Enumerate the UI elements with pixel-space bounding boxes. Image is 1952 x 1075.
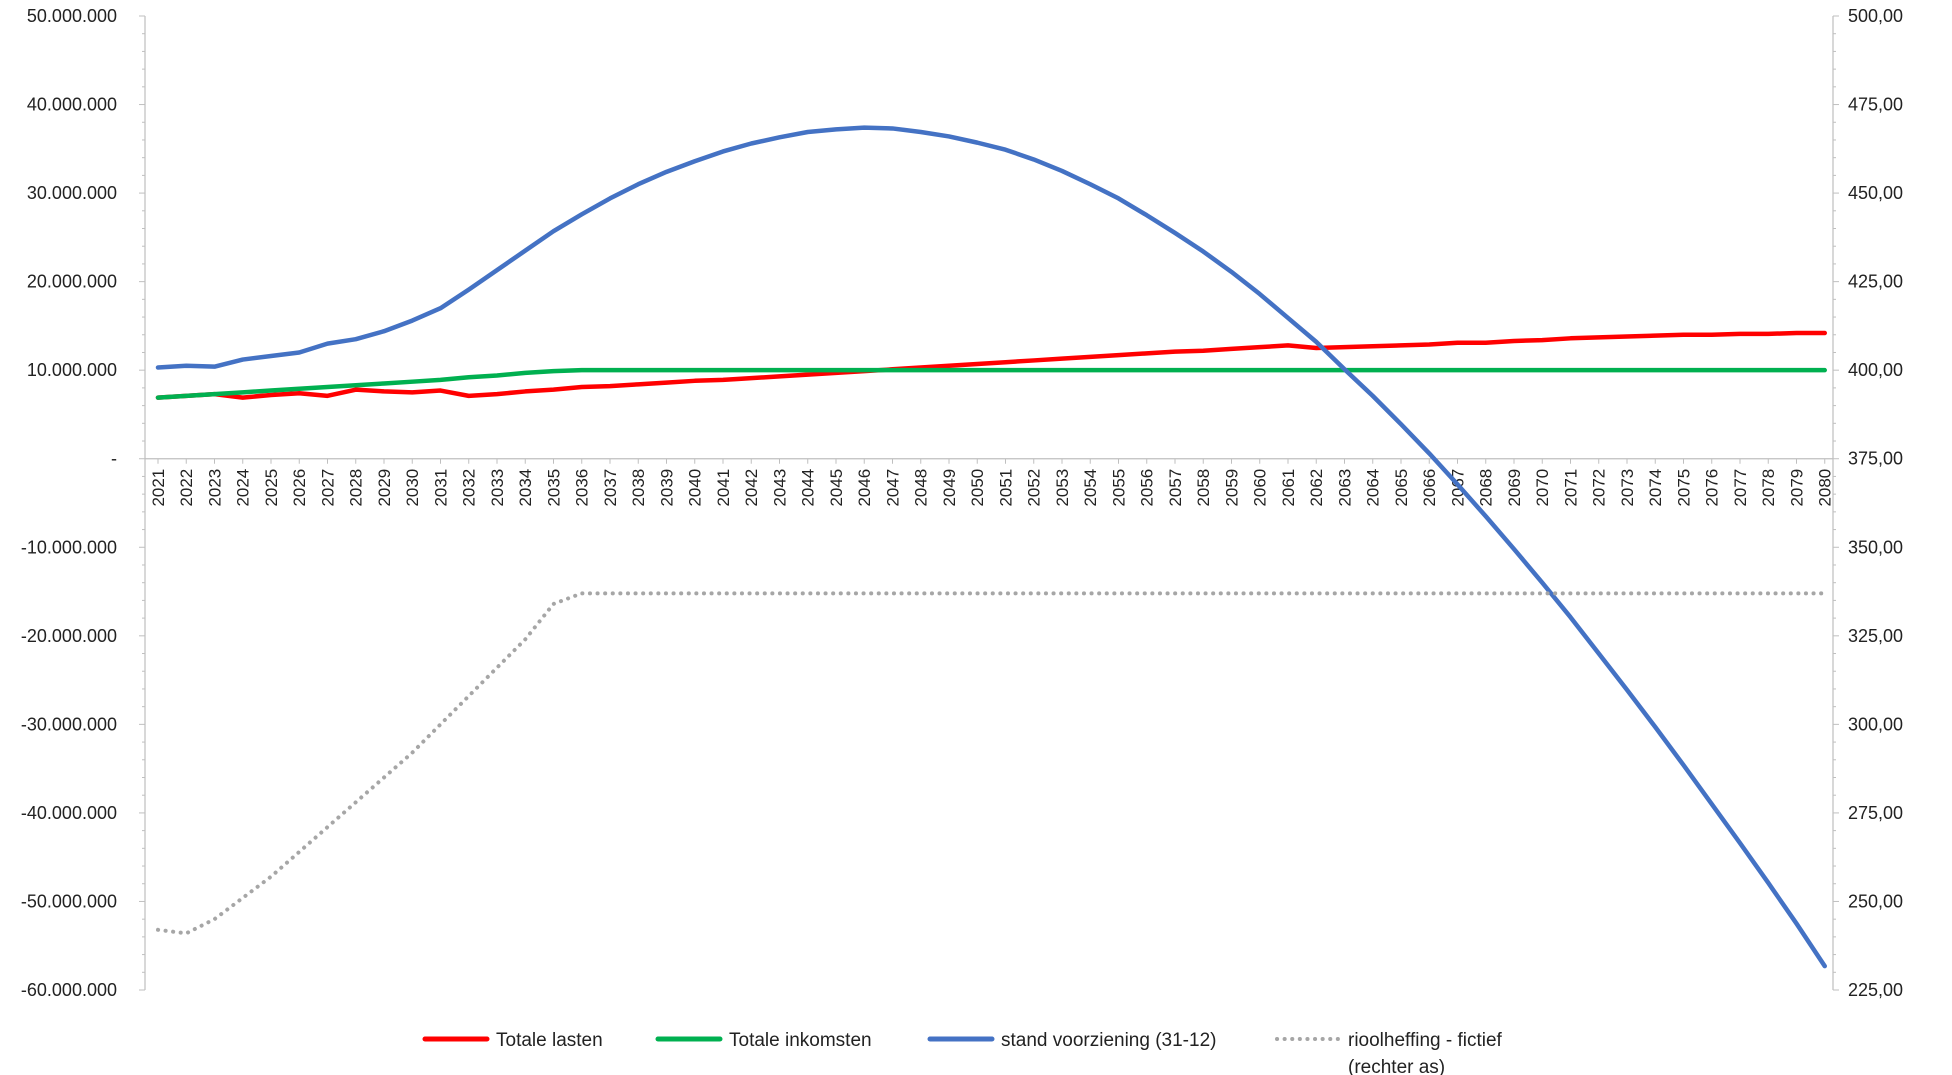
left-tick-label: 40.000.000 xyxy=(27,95,117,115)
left-tick-label: -50.000.000 xyxy=(21,891,117,911)
x-tick-label: 2038 xyxy=(629,469,648,507)
right-tick-label: 300,00 xyxy=(1848,714,1903,734)
x-tick-label: 2063 xyxy=(1336,469,1355,507)
x-tick-label: 2060 xyxy=(1251,469,1270,507)
x-tick-label: 2076 xyxy=(1703,469,1722,507)
x-tick-label: 2079 xyxy=(1788,469,1807,507)
series-line-stand-voorziening-31-12 xyxy=(155,125,1827,969)
x-tick-label: 2054 xyxy=(1081,469,1100,507)
left-tick-label: -40.000.000 xyxy=(21,803,117,823)
x-tick-label: 2028 xyxy=(347,469,366,507)
x-tick-label: 2039 xyxy=(658,469,677,507)
legend-label: Totale inkomsten xyxy=(729,1030,872,1051)
x-tick-label: 2069 xyxy=(1505,469,1524,507)
x-tick-label: 2055 xyxy=(1110,469,1129,507)
right-tick-label: 275,00 xyxy=(1848,803,1903,823)
right-tick-label: 325,00 xyxy=(1848,626,1903,646)
left-axis: 50.000.000 40.000.000 30.000.000 20.000.000… xyxy=(21,6,146,1000)
x-tick-label: 2056 xyxy=(1138,469,1157,507)
x-tick-label: 2026 xyxy=(290,469,309,507)
x-tick-label: 2040 xyxy=(686,469,705,507)
left-tick-label: 50.000.000 xyxy=(27,6,117,26)
x-tick-label: 2058 xyxy=(1194,469,1213,507)
series-line-rioolheffing-fictief-rechter-as xyxy=(156,591,1827,936)
x-tick-label: 2057 xyxy=(1166,469,1185,507)
left-tick-label: 20.000.000 xyxy=(27,272,117,292)
x-tick-label: 2029 xyxy=(375,469,394,507)
x-tick-label: 2033 xyxy=(488,469,507,507)
left-tick-label: 30.000.000 xyxy=(27,183,117,203)
left-tick-label: - xyxy=(111,449,117,469)
legend-label: stand voorziening (31-12) xyxy=(1001,1030,1216,1051)
right-axis: 500,00 475,00 450,00 425,00 400,00 375,00 350,… xyxy=(1832,6,1903,1000)
legend-label: (rechter as) xyxy=(1348,1057,1445,1075)
right-tick-label: 350,00 xyxy=(1848,537,1903,557)
legend-label: rioolheffing - fictief xyxy=(1348,1030,1503,1051)
x-tick-label: 2070 xyxy=(1533,469,1552,507)
x-tick-label: 2024 xyxy=(234,469,253,507)
right-tick-label: 225,00 xyxy=(1848,980,1903,1000)
x-tick-label: 2068 xyxy=(1477,469,1496,507)
right-tick-label: 375,00 xyxy=(1848,449,1903,469)
x-tick-label: 2035 xyxy=(545,469,564,507)
right-tick-label: 475,00 xyxy=(1848,95,1903,115)
right-tick-label: 250,00 xyxy=(1848,891,1903,911)
x-tick-label: 2050 xyxy=(968,469,987,507)
right-tick-label: 400,00 xyxy=(1848,360,1903,380)
x-tick-label: 2047 xyxy=(884,469,903,507)
x-tick-label: 2051 xyxy=(997,469,1016,507)
left-tick-label: -30.000.000 xyxy=(21,714,117,734)
x-tick-label: 2034 xyxy=(516,469,535,507)
x-tick-label: 2075 xyxy=(1675,469,1694,507)
x-tick-label: 2048 xyxy=(912,469,931,507)
x-tick-label: 2041 xyxy=(714,469,733,507)
x-tick-label: 2077 xyxy=(1731,469,1750,507)
x-tick-label: 2073 xyxy=(1618,469,1637,507)
x-axis: 2021 2022 2023 2024 2025 2026 2027 2028 2029 2030… xyxy=(145,458,1835,507)
x-tick-label: 2027 xyxy=(319,469,338,507)
x-tick-label: 2030 xyxy=(403,469,422,507)
x-tick-label: 2046 xyxy=(855,469,874,507)
x-tick-label: 2062 xyxy=(1307,469,1326,507)
x-tick-label: 2022 xyxy=(177,469,196,507)
legend-label: Totale lasten xyxy=(496,1030,603,1051)
x-tick-label: 2074 xyxy=(1646,469,1665,507)
x-tick-label: 2080 xyxy=(1816,469,1835,507)
x-tick-label: 2078 xyxy=(1759,469,1778,507)
left-tick-label: -20.000.000 xyxy=(21,626,117,646)
right-tick-label: 500,00 xyxy=(1848,6,1903,26)
series-line-totale-lasten xyxy=(155,330,1827,400)
x-tick-label: 2053 xyxy=(1053,469,1072,507)
x-tick-label: 2021 xyxy=(149,469,168,507)
x-tick-label: 2066 xyxy=(1420,469,1439,507)
left-tick-label: -10.000.000 xyxy=(21,537,117,557)
left-tick-label: -60.000.000 xyxy=(21,980,117,1000)
x-tick-label: 2023 xyxy=(206,469,225,507)
left-tick-label: 10.000.000 xyxy=(27,360,117,380)
x-tick-label: 2031 xyxy=(432,469,451,507)
x-tick-label: 2071 xyxy=(1562,469,1581,507)
series-line-totale-inkomsten xyxy=(155,367,1827,400)
series-layer xyxy=(155,125,1827,969)
x-tick-label: 2042 xyxy=(742,469,761,507)
x-tick-label: 2064 xyxy=(1364,469,1383,507)
x-tick-label: 2025 xyxy=(262,469,281,507)
x-tick-label: 2045 xyxy=(827,469,846,507)
x-tick-label: 2059 xyxy=(1223,469,1242,507)
x-tick-label: 2044 xyxy=(799,469,818,507)
x-tick-label: 2036 xyxy=(573,469,592,507)
x-tick-label: 2032 xyxy=(460,469,479,507)
x-tick-label: 2052 xyxy=(1025,469,1044,507)
x-tick-label: 2072 xyxy=(1590,469,1609,507)
x-tick-label: 2043 xyxy=(771,469,790,507)
x-tick-label: 2037 xyxy=(601,469,620,507)
x-tick-label: 2061 xyxy=(1279,469,1298,507)
right-tick-label: 450,00 xyxy=(1848,183,1903,203)
x-tick-label: 2065 xyxy=(1392,469,1411,507)
legend: Totale lasten Totale inkomsten stand voorz… xyxy=(422,1030,1503,1075)
right-tick-label: 425,00 xyxy=(1848,272,1903,292)
x-tick-label: 2049 xyxy=(940,469,959,507)
